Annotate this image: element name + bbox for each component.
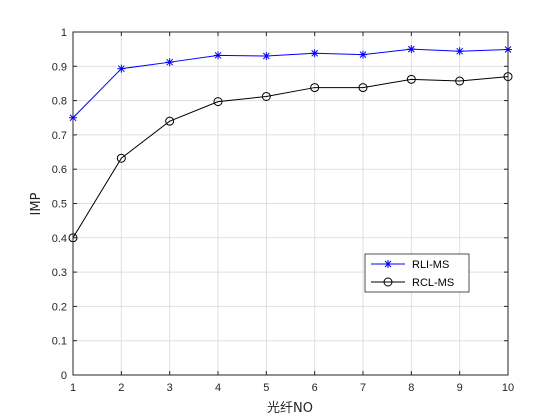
y-tick-label: 0.4	[52, 233, 67, 245]
data-point-rcl-ms	[213, 97, 223, 107]
data-point-rcl-ms	[261, 91, 271, 101]
x-tick-label: 5	[263, 382, 269, 394]
data-point-rli-ms	[359, 50, 367, 59]
y-tick-label: 0.8	[52, 96, 67, 108]
data-point-rli-ms	[262, 52, 271, 61]
data-point-rcl-ms	[455, 76, 465, 86]
data-point-rcl-ms	[310, 83, 320, 93]
x-tick-label: 1	[70, 382, 76, 394]
legend-marker-rli-ms	[384, 260, 392, 268]
y-axis-title: IMP	[29, 192, 44, 215]
y-tick-label: 0.6	[52, 164, 67, 176]
series-layer	[68, 45, 513, 243]
series-line-rcl-ms	[72, 76, 509, 239]
y-tick-labels: 0 0.1 0.2 0.3 0.4 0.5 0.6 0.7 0.8 0.9 1	[52, 27, 67, 382]
y-tick-label: 0.9	[52, 61, 67, 73]
y-tick-label: 1	[61, 27, 67, 39]
data-point-rli-ms	[455, 47, 464, 56]
data-point-rcl-ms	[116, 153, 126, 163]
data-point-rcl-ms	[358, 83, 368, 93]
legend: RLI-MS RCL-MS	[364, 253, 470, 293]
x-tick-label: 10	[502, 382, 514, 394]
data-point-rli-ms	[310, 49, 319, 58]
y-tick-label: 0.3	[52, 267, 67, 279]
x-tick-label: 7	[360, 382, 366, 394]
y-tick-label: 0.2	[52, 301, 67, 313]
legend-box	[364, 253, 470, 293]
data-point-rli-ms	[165, 58, 174, 67]
x-axis-title: 光纤NO	[267, 401, 313, 416]
x-tick-label: 4	[215, 382, 221, 394]
x-tick-labels: 1 2 3 4 5 6 7 8 9 10	[70, 382, 514, 394]
data-point-rcl-ms	[406, 74, 416, 84]
legend-label-rcl-ms: RCL-MS	[412, 277, 454, 289]
legend-marker-rcl-ms	[383, 277, 393, 287]
data-point-rli-ms	[117, 64, 126, 73]
x-tick-label: 6	[312, 382, 318, 394]
y-tick-label: 0.7	[52, 130, 67, 142]
series-line-rli-ms	[72, 48, 509, 119]
y-tick-label: 0	[61, 370, 67, 382]
data-point-rli-ms	[214, 51, 222, 60]
y-tick-label: 0.5	[52, 199, 67, 211]
x-tick-label: 2	[118, 382, 124, 394]
data-point-rcl-ms	[165, 116, 175, 126]
tick-marks	[72, 31, 509, 376]
x-tick-label: 3	[167, 382, 173, 394]
x-tick-label: 8	[408, 382, 414, 394]
x-tick-label: 9	[457, 382, 463, 394]
legend-marker-symbol-rcl-ms	[383, 277, 393, 287]
legend-label-rli-ms: RLI-MS	[412, 259, 449, 271]
legend-marker-symbol-rli-ms	[384, 260, 392, 268]
series-rli-ms	[69, 45, 512, 122]
y-tick-label: 0.1	[52, 336, 67, 348]
data-point-rli-ms	[407, 45, 416, 54]
